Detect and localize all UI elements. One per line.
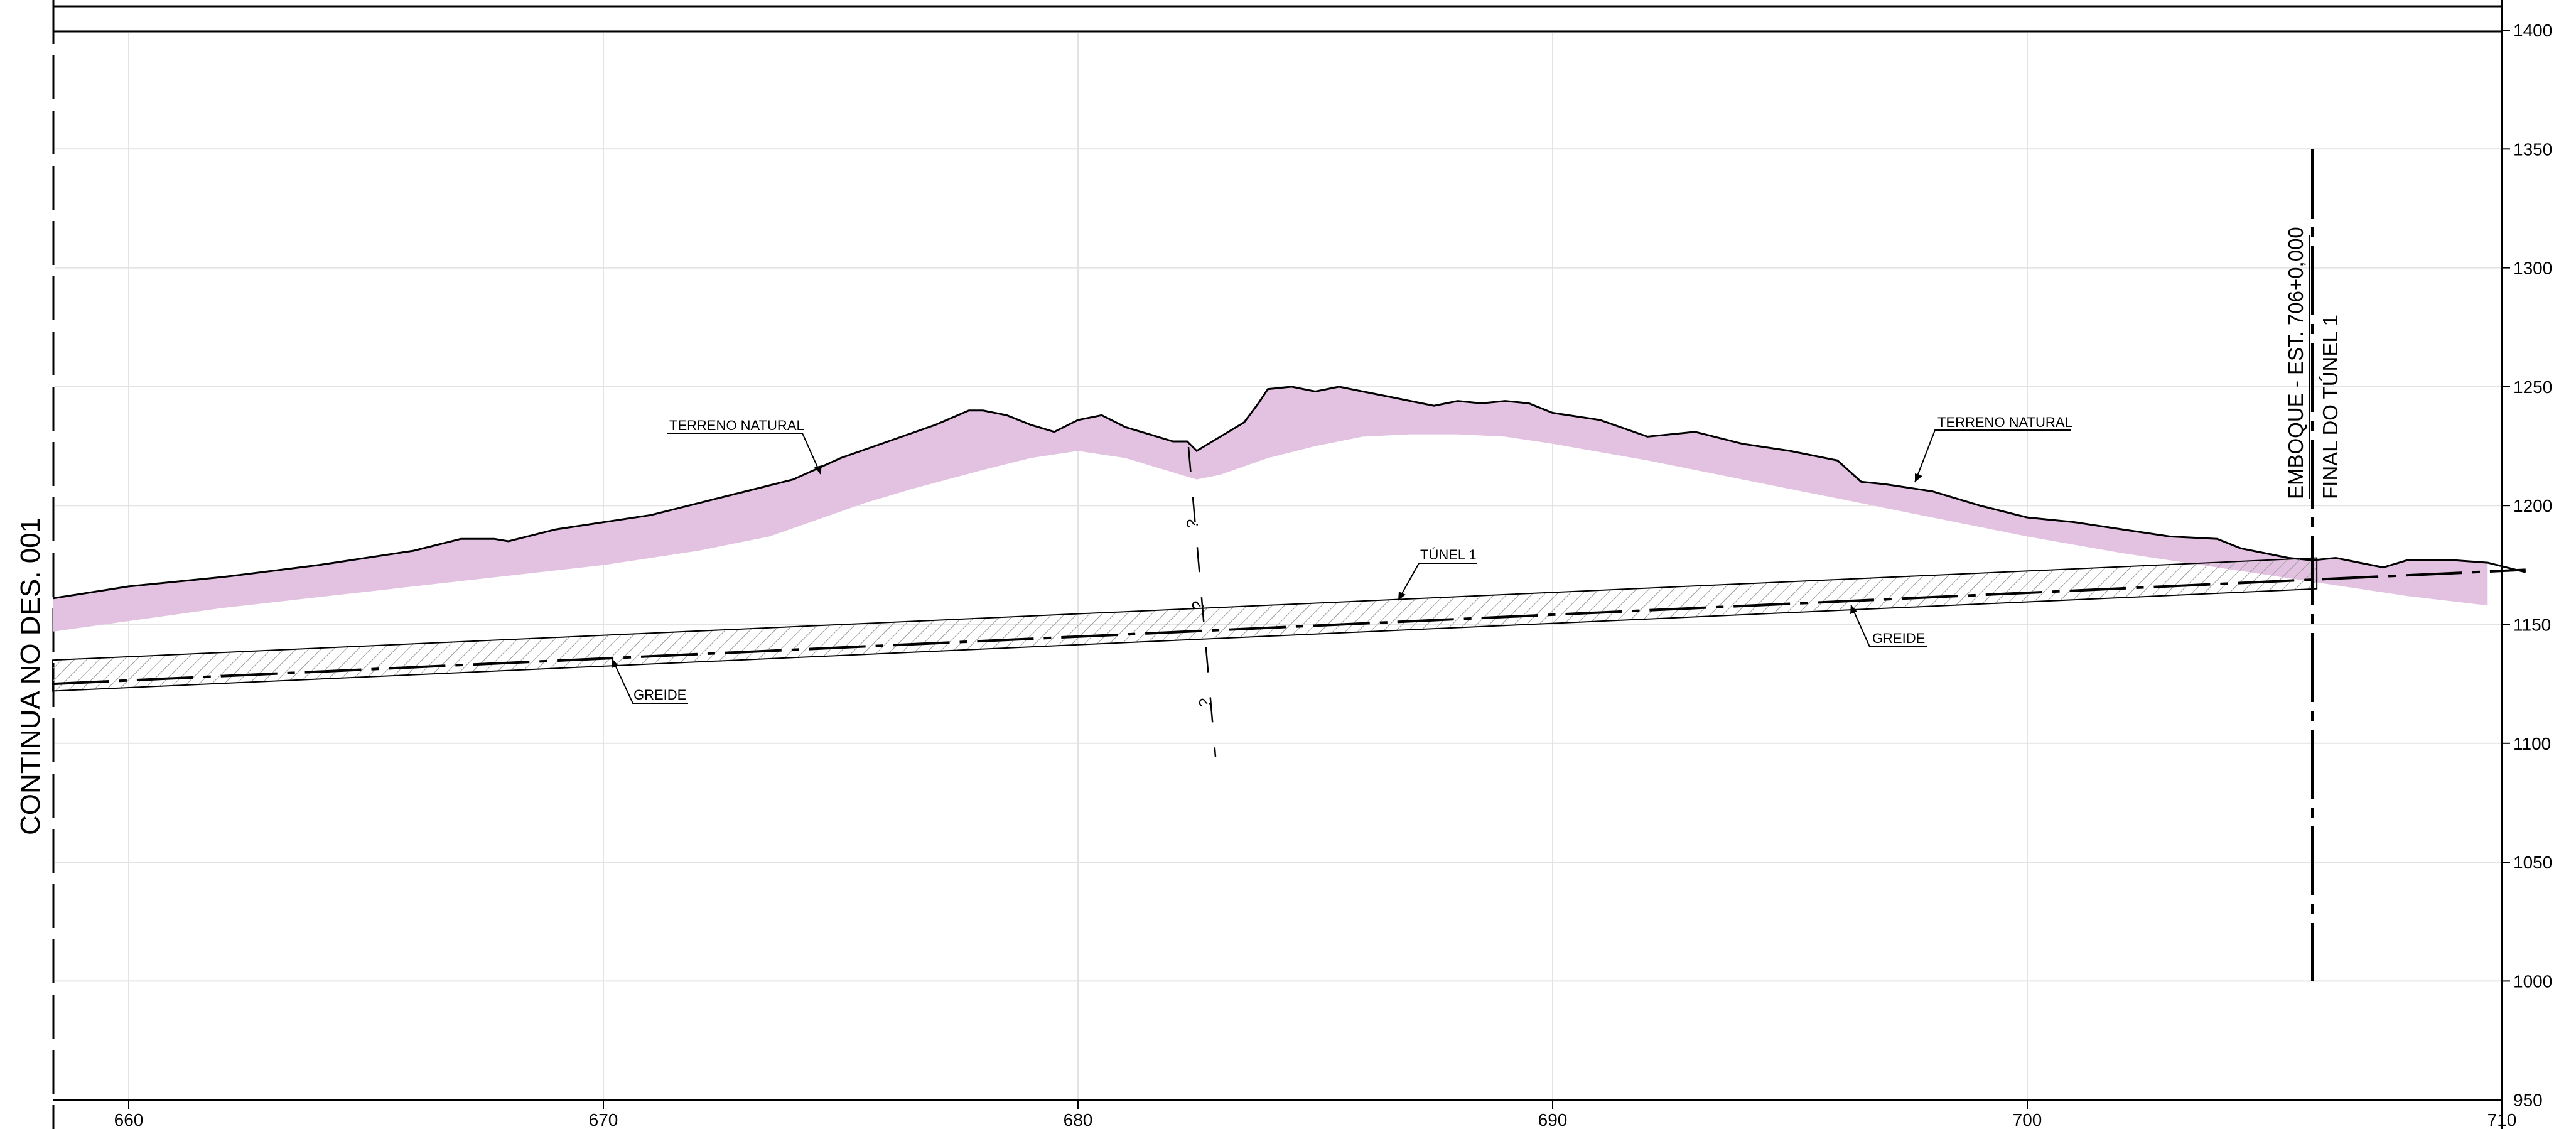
x-tick-label: 690 bbox=[1538, 1110, 1568, 1129]
x-tick-label: 700 bbox=[2013, 1110, 2042, 1129]
x-tick-label: 710 bbox=[2487, 1110, 2517, 1129]
tunel-1-band bbox=[52, 557, 2318, 692]
fault-question-3: ? bbox=[1195, 698, 1214, 708]
callout-greide-right-text: GREIDE bbox=[1872, 630, 1925, 646]
y-tick-label: 1000 bbox=[2513, 971, 2552, 991]
x-tick-label: 670 bbox=[589, 1110, 618, 1129]
callout-greide-right: GREIDE bbox=[1850, 604, 1927, 647]
y-tick-label: 1150 bbox=[2513, 615, 2551, 635]
y-tick-label: 1250 bbox=[2513, 377, 2552, 397]
x-tick-label: 660 bbox=[114, 1110, 144, 1129]
y-tick-label-baseline: 950 bbox=[2513, 1091, 2543, 1110]
final-tunel-label: FINAL DO TÚNEL 1 bbox=[2319, 315, 2342, 499]
callout-tunel-1-text: TÚNEL 1 bbox=[1420, 547, 1477, 563]
greide-line bbox=[52, 568, 2526, 686]
callout-tunel-1: TÚNEL 1 bbox=[1398, 547, 1477, 601]
y-tick-label: 1050 bbox=[2513, 853, 2552, 872]
terreno-natural-line bbox=[52, 386, 2526, 600]
callout-terreno-natural-left-text: TERRENO NATURAL bbox=[669, 418, 804, 433]
emboque-label: EMBOQUE - EST. 706+0,000 bbox=[2284, 227, 2307, 499]
callout-terreno-natural-right-text: TERRENO NATURAL bbox=[1937, 414, 2072, 430]
y-tick-label: 1350 bbox=[2513, 139, 2552, 159]
continua-label: CONTINUA NO DES. 001 bbox=[15, 517, 46, 835]
x-tick-label: 680 bbox=[1064, 1110, 1093, 1129]
y-tick-label: 1100 bbox=[2513, 734, 2551, 754]
callout-terreno-natural-left: TERRENO NATURAL bbox=[667, 418, 822, 475]
axis-ticks: 660 670 680 690 700 710 1000 1050 1100 1150 1200 12… bbox=[114, 21, 2553, 1129]
y-tick-label: 1400 bbox=[2513, 21, 2552, 40]
y-tick-label: 1300 bbox=[2513, 259, 2552, 278]
fault-question-2: ? bbox=[1188, 600, 1207, 611]
callout-greide-left-text: GREIDE bbox=[633, 687, 686, 703]
y-tick-label: 1200 bbox=[2513, 496, 2552, 516]
fault-line bbox=[1187, 446, 1217, 757]
callout-terreno-natural-right: TERRENO NATURAL bbox=[1914, 414, 2072, 483]
callout-greide-left: GREIDE bbox=[612, 658, 688, 704]
fault-question-1: ? bbox=[1182, 519, 1202, 529]
terrain-band bbox=[53, 386, 2488, 632]
